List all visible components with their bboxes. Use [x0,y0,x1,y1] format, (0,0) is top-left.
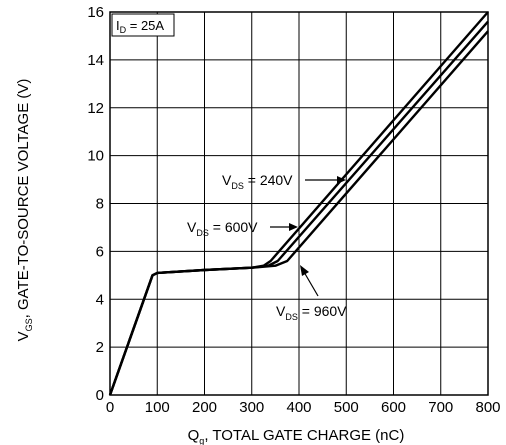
plot-frame [109,11,489,396]
x-tick-label: 500 [334,399,359,416]
y-tick-label: 10 [87,148,104,165]
annotation-vds-240: VDS = 240V [222,172,346,191]
x-tick-label: 100 [145,399,170,416]
grid-lines [109,11,489,396]
condition-label: ID = 25A [116,18,164,35]
x-tick-label: 700 [428,399,453,416]
x-tick-label: 200 [192,399,217,416]
y-tick-label: 14 [87,52,104,69]
x-tick-label: 0 [106,399,114,416]
y-tick-label: 8 [96,196,104,213]
y-tick-label: 6 [96,243,104,260]
y-tick-label: 0 [96,387,104,404]
y-tick-labels: 0 2 4 6 8 10 12 14 16 [87,4,104,404]
x-tick-label: 400 [286,399,311,416]
svg-text:VDS = 240V: VDS = 240V [222,172,293,191]
y-tick-label: 12 [87,100,104,117]
x-tick-labels: 0 100 200 300 400 500 600 700 800 [106,399,501,416]
svg-text:VDS = 960V: VDS = 960V [276,303,347,322]
x-tick-label: 800 [475,399,500,416]
y-axis-title: VGS, GATE-TO-SOURCE VOLTAGE (V) [15,79,34,342]
x-tick-label: 600 [381,399,406,416]
y-tick-label: 2 [96,339,104,356]
x-axis-title: Qg, TOTAL GATE CHARGE (nC) [188,427,405,445]
svg-text:VDS = 600V: VDS = 600V [187,219,258,238]
annotation-vds-600: VDS = 600V [187,219,298,238]
x-tick-label: 300 [239,399,264,416]
annotation-vds-960: VDS = 960V [276,265,347,322]
condition-box [111,13,175,37]
y-tick-label: 16 [87,4,104,21]
series-lines [108,11,489,396]
series-line-vds-960 [108,30,489,396]
y-tick-label: 4 [96,291,104,308]
